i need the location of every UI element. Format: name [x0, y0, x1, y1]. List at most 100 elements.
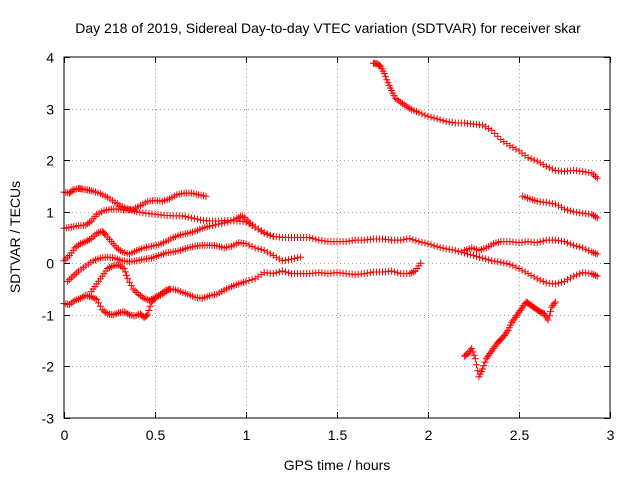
data-point — [80, 238, 88, 246]
data-point — [590, 270, 598, 278]
data-point — [278, 267, 286, 275]
data-point — [124, 275, 132, 283]
data-point — [397, 98, 405, 106]
data-point — [403, 235, 411, 243]
data-point — [69, 272, 77, 280]
data-point — [491, 129, 499, 137]
data-point — [64, 277, 72, 285]
y-tick-label: -1 — [42, 308, 55, 324]
data-point — [149, 294, 157, 302]
data-point — [366, 269, 374, 277]
data-point — [260, 246, 268, 254]
data-point — [481, 358, 489, 366]
data-point — [503, 328, 511, 336]
data-point — [93, 229, 101, 237]
data-point — [561, 205, 568, 213]
data-point — [312, 235, 320, 243]
data-point — [593, 174, 601, 182]
data-point — [237, 213, 245, 221]
data-point — [145, 307, 153, 315]
data-point — [591, 172, 599, 180]
data-point — [78, 239, 86, 247]
series-6 — [87, 261, 174, 304]
data-point — [497, 258, 505, 266]
data-point — [448, 246, 456, 254]
data-point — [178, 212, 186, 220]
data-point — [402, 102, 410, 110]
data-point — [388, 267, 396, 275]
data-point — [433, 243, 441, 251]
data-point — [306, 234, 314, 241]
data-point — [193, 215, 201, 223]
data-point — [482, 255, 490, 263]
data-point — [269, 270, 277, 278]
data-point — [524, 154, 532, 162]
data-point — [260, 229, 268, 237]
data-point — [448, 118, 456, 126]
data-point — [187, 214, 195, 222]
data-point — [272, 269, 280, 277]
data-point — [245, 276, 253, 284]
data-point — [131, 312, 139, 320]
data-point — [291, 254, 299, 262]
data-point — [395, 97, 403, 105]
data-point — [512, 145, 520, 153]
data-point — [93, 295, 101, 303]
data-point — [417, 259, 425, 267]
data-point — [573, 208, 581, 216]
data-point — [547, 307, 555, 315]
data-point — [491, 257, 499, 265]
data-point — [224, 218, 232, 226]
data-point — [393, 96, 401, 104]
data-point — [424, 240, 432, 248]
x-axis-label: GPS time / hours — [284, 457, 391, 473]
data-point — [406, 270, 414, 278]
series-7 — [369, 59, 601, 182]
data-point — [588, 169, 596, 177]
data-point — [590, 249, 598, 257]
data-point — [439, 117, 447, 125]
data-point — [557, 237, 565, 245]
data-point — [579, 167, 587, 175]
data-point — [202, 192, 210, 200]
data-point — [421, 239, 429, 247]
data-point — [397, 236, 405, 244]
data-point — [288, 255, 295, 263]
data-point — [281, 256, 289, 264]
data-point — [576, 209, 584, 217]
data-point — [524, 270, 532, 278]
data-point — [479, 254, 487, 262]
data-point — [126, 278, 134, 286]
data-point — [102, 308, 110, 316]
data-point — [383, 76, 391, 84]
data-point — [122, 309, 130, 317]
data-point — [212, 221, 220, 229]
data-point — [91, 295, 99, 303]
data-point — [65, 276, 73, 284]
data-point — [545, 199, 553, 207]
data-point — [554, 279, 562, 287]
y-tick-label: -2 — [42, 359, 55, 375]
data-point — [593, 214, 601, 222]
data-point — [509, 143, 517, 151]
data-point — [582, 168, 590, 176]
data-point — [221, 219, 229, 227]
series-5 — [60, 259, 425, 321]
data-point — [424, 112, 432, 120]
data-point — [494, 132, 502, 140]
data-point — [469, 348, 477, 356]
data-point — [315, 236, 323, 244]
data-point — [181, 213, 189, 221]
data-point — [143, 312, 151, 320]
data-point — [557, 278, 565, 286]
y-tick-label: 3 — [46, 102, 54, 118]
data-point — [573, 242, 581, 250]
data-point — [399, 100, 407, 108]
data-point — [318, 237, 326, 245]
data-point — [166, 285, 174, 293]
data-point — [266, 250, 274, 258]
data-point — [404, 103, 412, 111]
data-point — [269, 252, 277, 260]
series-8 — [519, 192, 601, 222]
y-tick-label: 1 — [46, 205, 54, 221]
